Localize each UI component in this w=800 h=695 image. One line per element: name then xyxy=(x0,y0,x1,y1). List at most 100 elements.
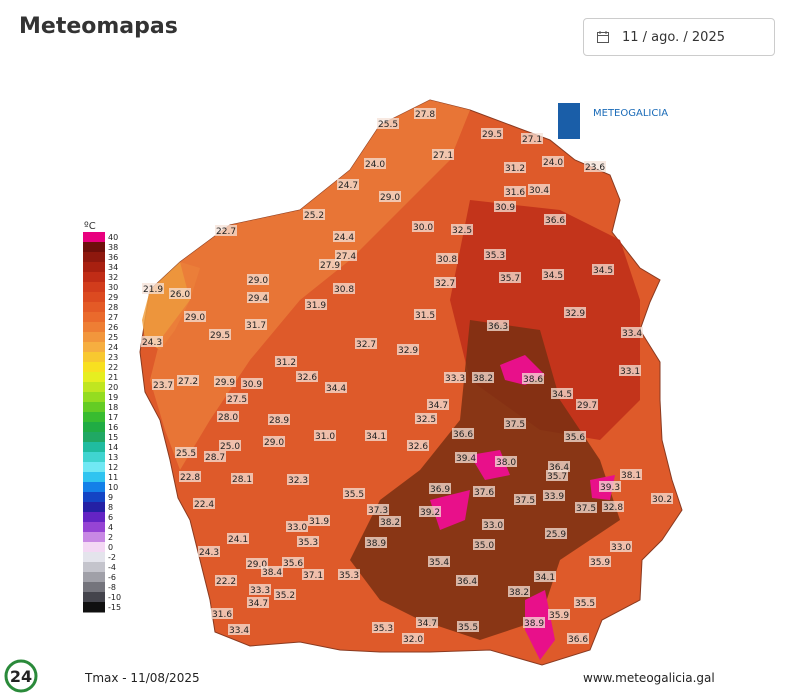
legend-swatch xyxy=(83,392,105,403)
station-tag xyxy=(452,428,474,439)
station-temperature: 32.7 xyxy=(356,340,376,350)
legend-swatch xyxy=(83,322,105,333)
station-tag xyxy=(548,461,570,472)
station-temperature: 24.3 xyxy=(199,548,219,558)
station-tag xyxy=(548,609,570,620)
station-tag xyxy=(494,201,516,212)
legend-unit: ºC xyxy=(84,221,96,232)
station-tag xyxy=(372,622,394,633)
logo-shield xyxy=(558,103,580,139)
station-tag xyxy=(567,633,589,644)
station-tag xyxy=(621,327,643,338)
station-temperature: 26.0 xyxy=(170,290,190,300)
station-temperature: 29.5 xyxy=(210,331,230,341)
station-temperature: 35.5 xyxy=(575,599,595,609)
legend-swatch xyxy=(83,302,105,313)
station-temperature: 32.9 xyxy=(398,346,418,356)
station-tag xyxy=(427,399,449,410)
legend-swatch xyxy=(83,472,105,483)
legend-label: 18 xyxy=(108,403,118,412)
station-temperature: 38.2 xyxy=(473,374,493,384)
legend-swatch xyxy=(83,402,105,413)
station-tag xyxy=(564,307,586,318)
station-temperature: 29.9 xyxy=(215,378,235,388)
station-temperature: 33.9 xyxy=(544,492,564,502)
station-tag xyxy=(364,158,386,169)
station-tag xyxy=(247,292,269,303)
station-temperature: 32.6 xyxy=(297,373,317,383)
station-temperature: 29.0 xyxy=(185,313,205,323)
station-tag xyxy=(308,515,330,526)
station-temperature: 23.7 xyxy=(153,381,173,391)
station-temperature: 38.4 xyxy=(262,568,282,578)
station-tag xyxy=(377,118,399,129)
station-temperature: 36.3 xyxy=(488,322,508,332)
legend-label: -8 xyxy=(108,583,116,592)
legend-label: 30 xyxy=(108,283,118,292)
station-temperature: 34.5 xyxy=(593,266,613,276)
legend-label: 10 xyxy=(108,483,118,492)
station-temperature: 38.0 xyxy=(496,458,516,468)
station-temperature: 33.3 xyxy=(445,374,465,384)
station-tag xyxy=(429,483,451,494)
legend-swatch xyxy=(83,602,105,613)
station-temperature: 38.1 xyxy=(621,471,641,481)
station-tag xyxy=(314,430,336,441)
legend-label: 16 xyxy=(108,423,118,432)
station-temperature: 32.0 xyxy=(403,635,423,645)
station-temperature: 38.6 xyxy=(523,375,543,385)
legend-swatch xyxy=(83,532,105,543)
station-tag xyxy=(414,108,436,119)
legend-label: 14 xyxy=(108,443,118,452)
legend-swatch xyxy=(83,522,105,533)
station-temperature: 33.4 xyxy=(229,626,249,636)
station-temperature: 22.8 xyxy=(180,473,200,483)
legend-swatch xyxy=(83,462,105,473)
station-temperature: 24.0 xyxy=(543,158,563,168)
station-temperature: 32.7 xyxy=(435,279,455,289)
badge xyxy=(4,659,38,693)
station-temperature: 27.1 xyxy=(433,151,453,161)
station-tag xyxy=(528,184,550,195)
legend-swatch xyxy=(83,422,105,433)
legend-swatch xyxy=(83,512,105,523)
legend-label: 15 xyxy=(108,433,118,442)
station-tag xyxy=(319,259,341,270)
station-tag xyxy=(521,133,543,144)
station-tag xyxy=(215,575,237,586)
station-temperature: 30.2 xyxy=(652,495,672,505)
legend-swatch xyxy=(83,562,105,573)
station-temperature: 31.9 xyxy=(306,301,326,311)
station-tag xyxy=(261,566,283,577)
station-temperature: 24.3 xyxy=(142,338,162,348)
station-tag xyxy=(184,311,206,322)
legend-swatch xyxy=(83,572,105,583)
station-temperature: 37.3 xyxy=(368,506,388,516)
legend-swatch xyxy=(83,352,105,363)
legend-swatch xyxy=(83,362,105,373)
legend-label: 4 xyxy=(108,523,113,532)
date-picker[interactable]: 11 / ago. / 2025 xyxy=(583,18,775,56)
station-tag xyxy=(209,329,231,340)
station-temperature: 38.2 xyxy=(380,518,400,528)
station-tag xyxy=(402,633,424,644)
station-temperature: 35.7 xyxy=(547,472,567,482)
station-tag xyxy=(211,608,233,619)
station-tag xyxy=(247,274,269,285)
station-tag xyxy=(268,414,290,425)
station-temperature: 27.5 xyxy=(227,395,247,405)
station-temperature: 34.5 xyxy=(552,390,572,400)
station-tag xyxy=(177,375,199,386)
station-tag xyxy=(367,504,389,515)
station-tag xyxy=(286,521,308,532)
station-tag xyxy=(343,488,365,499)
station-temperature: 31.2 xyxy=(276,358,296,368)
station-temperature: 33.4 xyxy=(622,329,642,339)
station-temperature: 36.6 xyxy=(453,430,473,440)
station-temperature: 31.6 xyxy=(505,188,525,198)
station-tag xyxy=(444,372,466,383)
station-temperature: 27.4 xyxy=(336,252,356,262)
station-tag xyxy=(397,344,419,355)
station-temperature: 33.0 xyxy=(611,543,631,553)
station-tag xyxy=(214,376,236,387)
